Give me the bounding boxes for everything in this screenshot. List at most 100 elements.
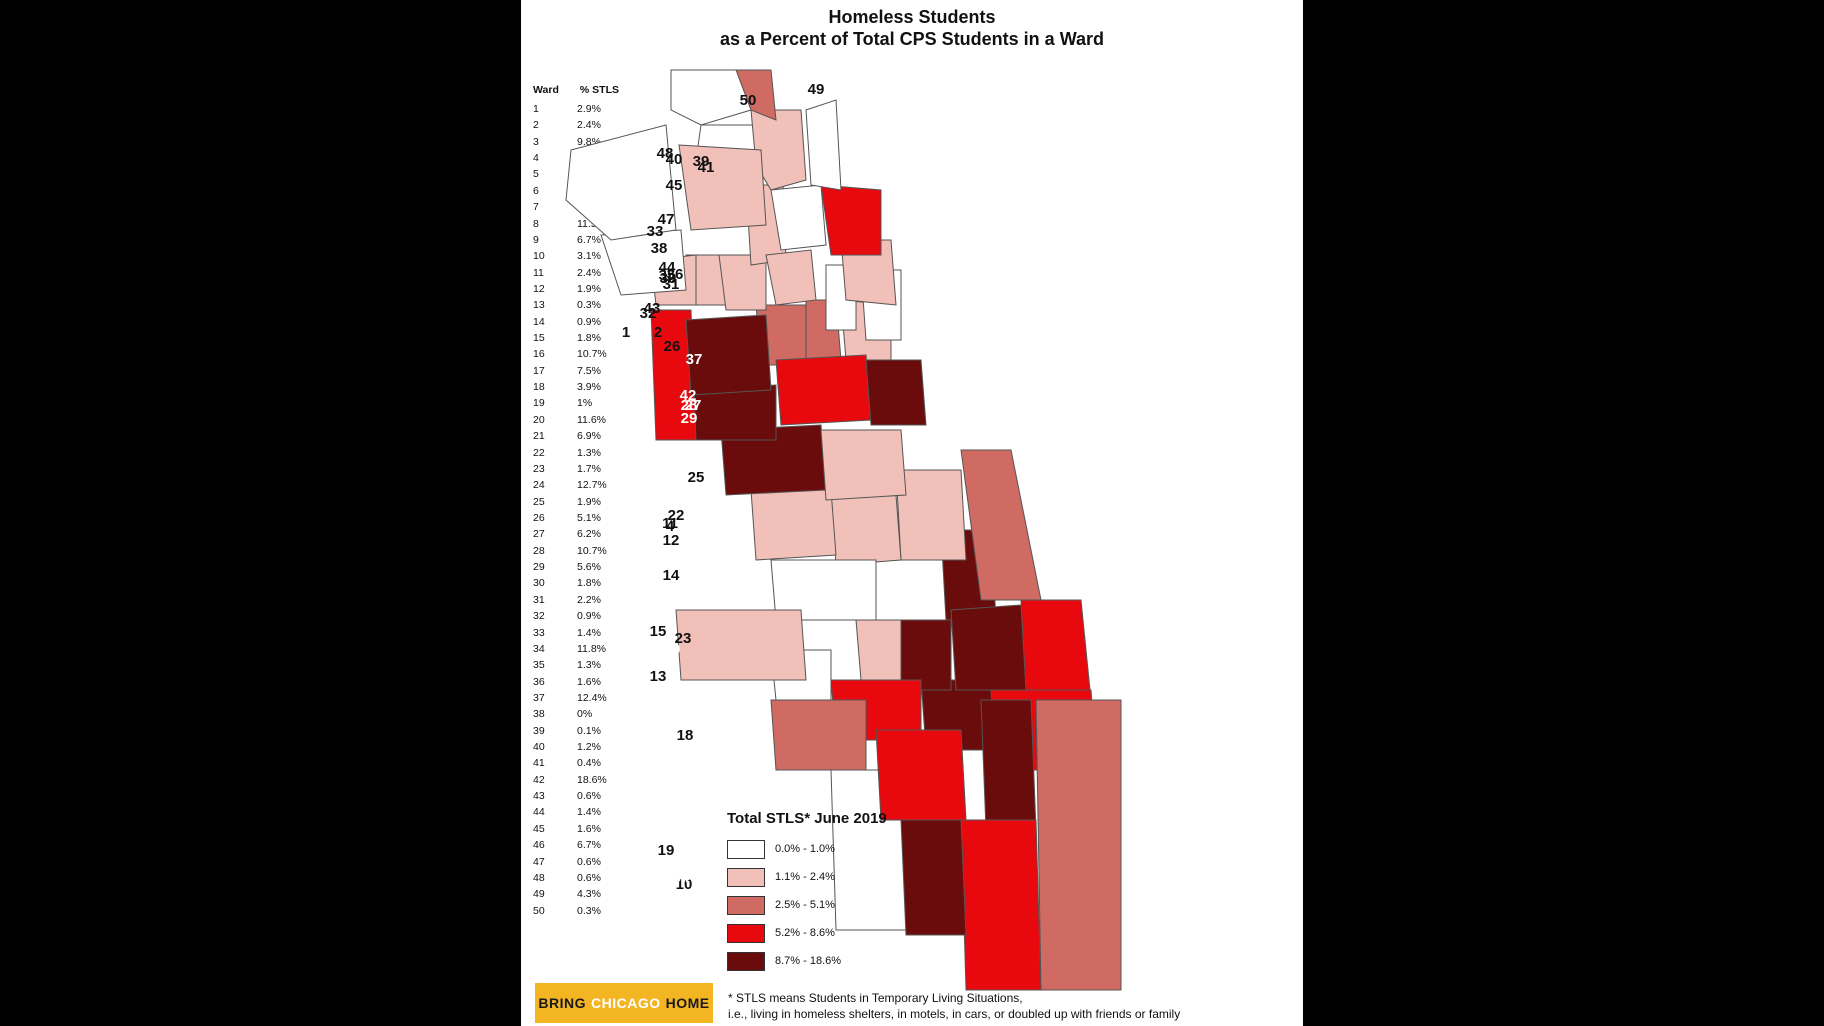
ward-percent: 10.7%: [577, 544, 607, 557]
ward-label: 23: [675, 630, 692, 647]
ward-29-area: [650, 309, 697, 441]
ward-percent: 0.4%: [577, 757, 601, 770]
table-row: 34 11.8%: [533, 641, 619, 657]
ward-label: 46: [653, 204, 670, 221]
ward-number: 12: [533, 282, 545, 295]
ward-45-area: [678, 144, 767, 231]
table-row: 42 18.6%: [533, 772, 619, 788]
legend-label: 8.7% - 18.6%: [775, 955, 842, 967]
ward-label: 50: [740, 92, 757, 109]
footnote-line-1: * STLS means Students in Temporary Livin…: [728, 991, 1023, 1005]
ward-number: 40: [533, 741, 545, 754]
pct-column-header: % STLS: [579, 84, 620, 96]
table-row: 18 3.9%: [533, 379, 619, 395]
ward-label: 40: [666, 151, 683, 168]
footnote-line-2: i.e., living in homeless shelters, in mo…: [728, 1007, 1181, 1021]
ward-label: 31: [663, 276, 680, 293]
ward-label: 32: [640, 305, 657, 322]
table-row: 11 2.4%: [533, 265, 619, 281]
ward-column-header: Ward: [533, 84, 559, 96]
ward-percent: 6.7%: [577, 233, 601, 246]
ward-percent: 3.1%: [577, 250, 601, 263]
ward-15-area: [855, 619, 902, 681]
ward-number: 24: [533, 479, 545, 492]
ward-label: 44: [659, 259, 676, 276]
ward-number: 45: [533, 822, 545, 835]
ward-number: 32: [533, 610, 545, 623]
ward-27-area: [775, 354, 872, 426]
ward-label: 25: [688, 469, 705, 486]
legend-label: 2.5% - 5.1%: [775, 899, 835, 911]
legend-title: Total STLS* June 2019: [727, 810, 887, 827]
legend-swatch: [727, 867, 765, 887]
ward-11-area: [895, 469, 967, 561]
ward-number: 48: [533, 871, 545, 884]
ward-percent: 6.9%: [577, 430, 601, 443]
ward-41-area: [565, 124, 677, 241]
ward-16-area: [900, 619, 952, 691]
ward-label: 3: [655, 546, 663, 563]
ward-label: 21: [674, 762, 691, 779]
ward-label: 5: [665, 665, 673, 682]
ward-percent: 1.9%: [577, 495, 601, 508]
logo-word-chicago: CHICAGO: [591, 995, 661, 1011]
ward-percent: 4.3%: [577, 888, 601, 901]
ward-percent: 1.8%: [577, 332, 601, 345]
ward-number: 34: [533, 642, 545, 655]
ward-number: 33: [533, 626, 545, 639]
table-row: 10 3.1%: [533, 248, 619, 264]
ward-number: 26: [533, 511, 545, 524]
legend-item: 8.7% - 18.6%: [727, 947, 887, 975]
table-row: 26 5.1%: [533, 510, 619, 526]
ward-number: 46: [533, 839, 545, 852]
ward-25-area: [820, 429, 907, 501]
ward-percent: 12.7%: [577, 479, 607, 492]
ward-percent: 0.6%: [577, 855, 601, 868]
table-row: 23 1.7%: [533, 461, 619, 477]
ward-number: 31: [533, 593, 545, 606]
ward-label: 41: [698, 159, 715, 176]
ward-label: 48: [657, 145, 674, 162]
ward-number: 27: [533, 528, 545, 541]
ward-number: 41: [533, 757, 545, 770]
ward-12-area: [830, 494, 902, 566]
ward-number: 38: [533, 708, 545, 721]
ward-label: 4: [666, 518, 675, 535]
ward-number: 36: [533, 675, 545, 688]
table-row: 39 0.1%: [533, 723, 619, 739]
ward-percent: 0.3%: [577, 299, 601, 312]
table-row: 27 6.2%: [533, 526, 619, 542]
ward-percent: 0.1%: [577, 724, 601, 737]
table-row: 43 0.6%: [533, 788, 619, 804]
ward-percent: 1.4%: [577, 806, 601, 819]
table-row: 25 1.9%: [533, 494, 619, 510]
ward-percent: 2.9%: [577, 103, 601, 115]
table-row: 38 0%: [533, 706, 619, 722]
table-row: 2 2.4%: [533, 117, 619, 133]
ward-percent: 0.9%: [577, 610, 601, 623]
ward-21-area: [875, 729, 967, 821]
map-figure: Homeless Students as a Percent of Total …: [521, 0, 1303, 1026]
ward-46-area: [820, 184, 882, 256]
legend-swatch: [727, 951, 765, 971]
legend-label: 5.2% - 8.6%: [775, 927, 835, 939]
ward-label: 47: [658, 211, 675, 228]
ward-percent: 2.4%: [577, 266, 601, 279]
table-row: 14 0.9%: [533, 314, 619, 330]
ward-label: 17: [664, 693, 681, 710]
table-row: 45 1.6%: [533, 821, 619, 837]
ward-label: 29: [681, 410, 698, 427]
ward-10-area: [1035, 699, 1122, 991]
ward-percent: 1.6%: [577, 675, 601, 688]
ward-label: 36: [667, 266, 684, 283]
ward-label: 12: [663, 532, 680, 549]
ward-35-area: [765, 249, 817, 306]
ward-number: 25: [533, 495, 545, 508]
footnote: * STLS means Students in Temporary Livin…: [728, 990, 1180, 1022]
ward-percent: 0%: [577, 708, 593, 721]
logo-word-bring: BRING: [538, 995, 586, 1011]
table-row: 29 5.6%: [533, 559, 619, 575]
ward-percent: 6.2%: [577, 528, 601, 541]
ward-label: 6: [668, 691, 676, 708]
legend-items: 0.0% - 1.0% 1.1% - 2.4% 2.5% - 5.1% 5.2% - …: [727, 835, 887, 975]
